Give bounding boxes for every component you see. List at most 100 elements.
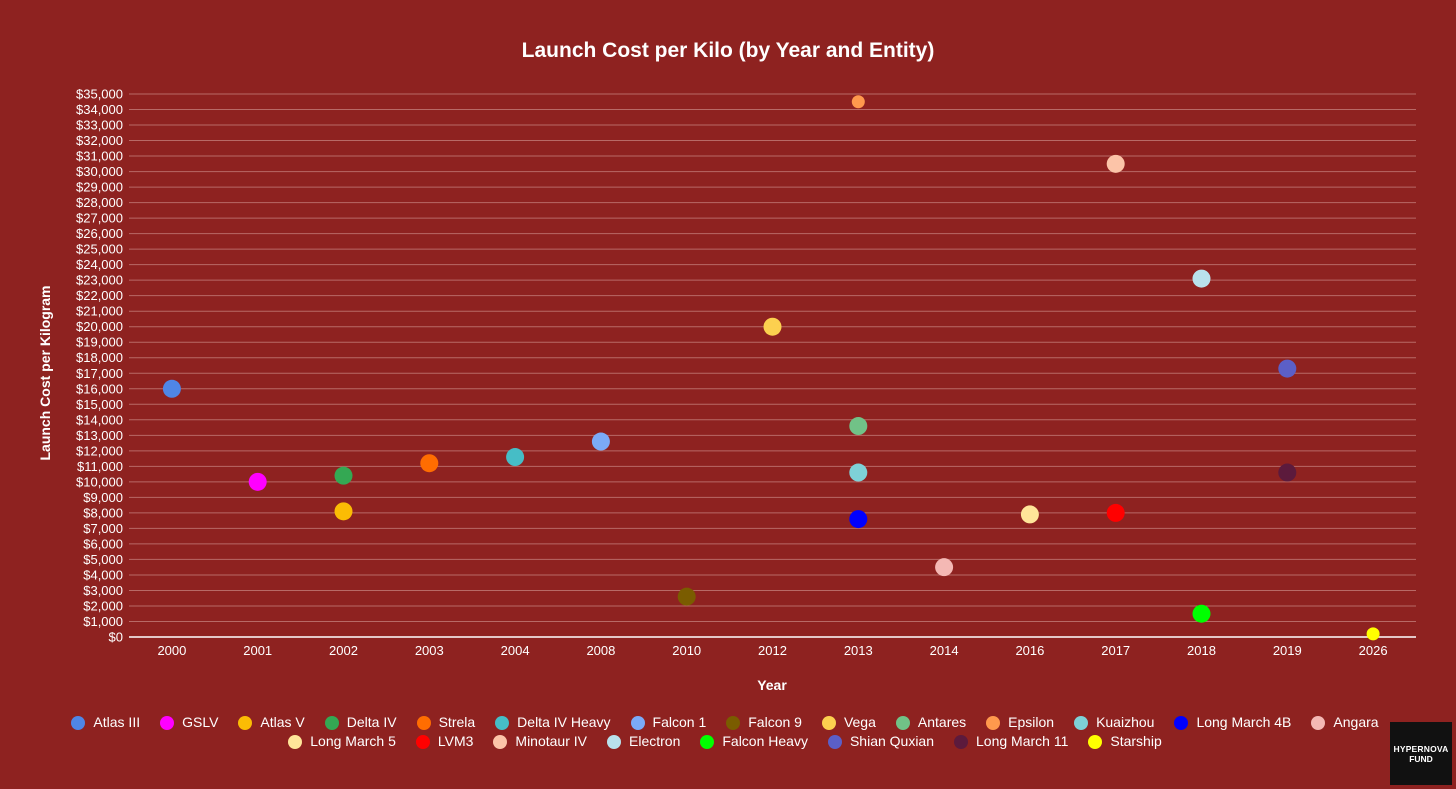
legend-item-strela[interactable]: Strela xyxy=(416,714,475,731)
legend-swatch xyxy=(416,715,431,730)
data-point-long-march-5[interactable] xyxy=(1020,505,1039,524)
x-tick-label: 2008 xyxy=(586,643,615,658)
y-tick-label: $14,000 xyxy=(76,412,123,427)
y-tick-label: $1,000 xyxy=(83,614,123,629)
data-point-shian-quxian[interactable] xyxy=(1278,359,1297,378)
legend-label: Falcon 1 xyxy=(652,714,707,730)
legend-item-electron[interactable]: Electron xyxy=(607,733,680,750)
legend-item-starship[interactable]: Starship xyxy=(1088,733,1162,750)
y-tick-label: $32,000 xyxy=(76,133,123,148)
legend-label: Long March 11 xyxy=(976,733,1069,749)
data-point-falcon-9[interactable] xyxy=(677,587,696,606)
legend-label: Atlas V xyxy=(260,714,305,730)
legend-swatch xyxy=(160,715,175,730)
legend-item-lvm3[interactable]: LVM3 xyxy=(415,733,474,750)
x-tick-label: 2002 xyxy=(329,643,358,658)
legend-item-falcon-1[interactable]: Falcon 1 xyxy=(630,714,707,731)
legend-label: Antares xyxy=(917,714,967,730)
data-point-electron[interactable] xyxy=(1192,269,1211,288)
data-point-falcon-1[interactable] xyxy=(591,432,610,451)
y-tick-label: $31,000 xyxy=(76,149,123,164)
legend-label: Shian Quxian xyxy=(849,733,935,749)
legend-item-atlas-v[interactable]: Atlas V xyxy=(238,714,305,731)
legend-label: Minotaur IV xyxy=(515,733,587,749)
legend-item-falcon-9[interactable]: Falcon 9 xyxy=(726,714,802,731)
legend-item-long-march-11[interactable]: Long March 11 xyxy=(954,733,1068,750)
legend-label: Long March 5 xyxy=(310,733,396,749)
data-point-kuaizhou[interactable] xyxy=(849,463,868,482)
data-point-atlas-iii[interactable] xyxy=(162,379,181,398)
legend-item-long-march-4b[interactable]: Long March 4B xyxy=(1174,714,1291,731)
y-tick-label: $25,000 xyxy=(76,242,123,257)
data-point-epsilon[interactable] xyxy=(851,95,865,109)
legend-item-vega[interactable]: Vega xyxy=(821,714,876,731)
data-point-falcon-heavy[interactable] xyxy=(1192,604,1211,623)
legend-item-kuaizhou[interactable]: Kuaizhou xyxy=(1074,714,1154,731)
legend-item-gslv[interactable]: GSLV xyxy=(160,714,218,731)
legend-swatch xyxy=(630,715,645,730)
data-point-minotaur-iv[interactable] xyxy=(1106,154,1125,173)
legend-label: Angara xyxy=(1333,714,1379,730)
legend-item-falcon-heavy[interactable]: Falcon Heavy xyxy=(700,733,808,750)
y-tick-label: $8,000 xyxy=(83,505,123,520)
y-tick-label: $24,000 xyxy=(76,257,123,272)
legend-swatch xyxy=(415,734,430,749)
y-tick-label: $17,000 xyxy=(76,366,123,381)
legend-swatch xyxy=(288,734,303,749)
data-point-long-march-11[interactable] xyxy=(1278,463,1297,482)
x-tick-label: 2019 xyxy=(1273,643,1302,658)
legend-label: GSLV xyxy=(182,714,219,730)
legend-item-delta-iv[interactable]: Delta IV xyxy=(324,714,397,731)
y-tick-label: $34,000 xyxy=(76,102,123,117)
data-point-delta-iv-heavy[interactable] xyxy=(506,448,525,467)
y-tick-label: $23,000 xyxy=(76,273,123,288)
legend-item-epsilon[interactable]: Epsilon xyxy=(986,714,1054,731)
data-point-lvm3[interactable] xyxy=(1106,503,1125,522)
y-tick-label: $26,000 xyxy=(76,226,123,241)
data-point-delta-iv[interactable] xyxy=(334,466,353,485)
legend-swatch xyxy=(607,734,621,749)
legend-item-shian-quxian[interactable]: Shian Quxian xyxy=(827,733,935,750)
legend-item-delta-iv-heavy[interactable]: Delta IV Heavy xyxy=(495,714,611,731)
data-point-angara[interactable] xyxy=(935,558,954,577)
data-point-vega[interactable] xyxy=(763,317,782,336)
data-point-long-march-4b[interactable] xyxy=(849,510,868,529)
y-tick-label: $4,000 xyxy=(83,567,123,582)
x-tick-label: 2013 xyxy=(844,643,873,658)
legend-swatch xyxy=(238,715,253,730)
legend-label: LVM3 xyxy=(437,733,474,749)
legend-label: Electron xyxy=(629,733,681,749)
y-tick-label: $21,000 xyxy=(76,304,123,319)
legend-swatch xyxy=(895,715,910,730)
y-tick-label: $11,000 xyxy=(77,459,123,474)
x-tick-label: 2026 xyxy=(1359,643,1388,658)
data-point-gslv[interactable] xyxy=(248,472,267,491)
legend-swatch xyxy=(495,715,510,730)
legend-swatch xyxy=(700,734,715,749)
y-tick-label: $33,000 xyxy=(76,118,123,133)
legend-item-antares[interactable]: Antares xyxy=(895,714,967,731)
y-tick-label: $27,000 xyxy=(76,211,123,226)
x-tick-label: 2018 xyxy=(1187,643,1216,658)
y-tick-label: $5,000 xyxy=(83,552,123,567)
legend-item-angara[interactable]: Angara xyxy=(1311,714,1379,731)
x-tick-label: 2001 xyxy=(243,643,272,658)
legend-label: Delta IV Heavy xyxy=(517,714,611,730)
legend-label: Atlas III xyxy=(93,714,141,730)
y-tick-label: $16,000 xyxy=(76,381,123,396)
y-tick-label: $30,000 xyxy=(76,164,123,179)
legend-label: Vega xyxy=(843,714,876,730)
data-point-antares[interactable] xyxy=(849,417,868,436)
legend-label: Starship xyxy=(1110,733,1162,749)
legend-item-long-march-5[interactable]: Long March 5 xyxy=(288,733,396,750)
x-axis-ticks: 2000 2001 2002 2003 2004 2008 2010 2012 2013 2014… xyxy=(157,643,1387,658)
legend-item-minotaur-iv[interactable]: Minotaur IV xyxy=(493,733,587,750)
gridlines xyxy=(129,93,1416,622)
legend-item-atlas-iii[interactable]: Atlas III xyxy=(71,714,140,731)
y-tick-label: $0 xyxy=(109,630,123,645)
y-tick-label: $29,000 xyxy=(76,180,123,195)
data-point-strela[interactable] xyxy=(420,454,439,473)
logo-line-2: FUND xyxy=(1409,753,1433,764)
data-point-starship[interactable] xyxy=(1366,627,1380,641)
data-point-atlas-v[interactable] xyxy=(334,502,353,521)
